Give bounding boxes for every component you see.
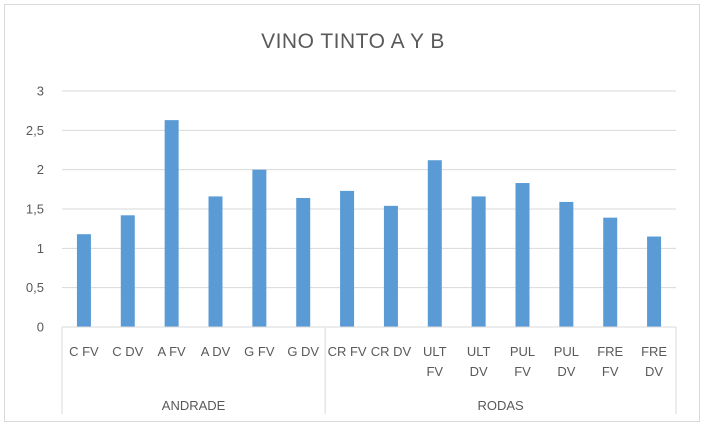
bar bbox=[603, 217, 618, 327]
bar bbox=[164, 120, 179, 328]
bar bbox=[296, 197, 311, 327]
x-tick-label: DV bbox=[645, 364, 663, 379]
x-tick-label: CR FV bbox=[328, 344, 367, 359]
bar bbox=[76, 234, 91, 327]
bar bbox=[471, 196, 486, 327]
bar bbox=[208, 196, 223, 327]
y-tick-label: 3 bbox=[37, 84, 44, 99]
x-tick-label: ULT bbox=[467, 344, 491, 359]
x-tick-label: A DV bbox=[201, 344, 231, 359]
y-tick-label: 0 bbox=[37, 320, 44, 335]
y-tick-label: 1 bbox=[37, 241, 44, 256]
chart-title: VINO TINTO A Y B bbox=[261, 30, 445, 53]
bar bbox=[383, 205, 398, 327]
x-tick-label: FV bbox=[426, 364, 443, 379]
bar bbox=[427, 160, 442, 327]
x-tick-label: FRE bbox=[597, 344, 623, 359]
x-tick-label: FV bbox=[602, 364, 619, 379]
y-tick-label: 2 bbox=[37, 162, 44, 177]
x-tick-label: DV bbox=[557, 364, 575, 379]
x-tick-label: A FV bbox=[158, 344, 187, 359]
x-tick-label: FRE bbox=[641, 344, 667, 359]
bar bbox=[120, 215, 135, 327]
bar bbox=[559, 201, 574, 327]
bar bbox=[252, 169, 267, 327]
x-tick-label: C DV bbox=[112, 344, 143, 359]
y-tick-label: 1,5 bbox=[26, 202, 44, 217]
group-label: RODAS bbox=[477, 398, 524, 413]
x-tick-label: PUL bbox=[554, 344, 579, 359]
bar bbox=[340, 190, 355, 327]
x-tick-label: G FV bbox=[244, 344, 275, 359]
x-tick-label: DV bbox=[470, 364, 488, 379]
bar bbox=[515, 183, 530, 327]
x-tick-label: FV bbox=[514, 364, 531, 379]
x-tick-label: ULT bbox=[423, 344, 447, 359]
x-tick-label: C FV bbox=[69, 344, 99, 359]
bar bbox=[647, 236, 662, 327]
x-tick-label: PUL bbox=[510, 344, 535, 359]
x-tick-label: G DV bbox=[287, 344, 319, 359]
x-tick-label: CR DV bbox=[371, 344, 412, 359]
y-tick-label: 2,5 bbox=[26, 123, 44, 138]
group-label: ANDRADE bbox=[162, 398, 226, 413]
y-tick-label: 0,5 bbox=[26, 280, 44, 295]
